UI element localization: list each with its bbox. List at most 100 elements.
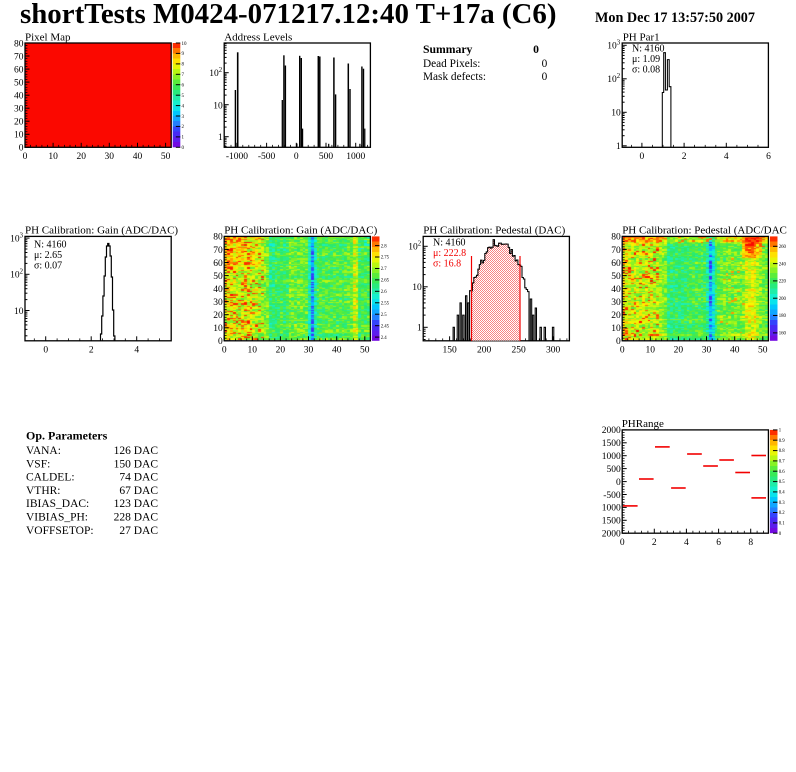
svg-text:PHRange: PHRange xyxy=(622,418,664,430)
svg-text:VSF:: VSF: xyxy=(26,458,50,470)
svg-text:0: 0 xyxy=(533,43,539,56)
svg-text:10: 10 xyxy=(213,101,223,111)
svg-text:30: 30 xyxy=(105,152,115,162)
svg-text:2: 2 xyxy=(652,538,657,548)
svg-text:N: 4160: N: 4160 xyxy=(433,238,466,249)
svg-text:Dead Pixels:: Dead Pixels: xyxy=(423,58,480,70)
svg-text:30: 30 xyxy=(611,298,621,308)
svg-text:30: 30 xyxy=(702,345,712,355)
svg-text:4: 4 xyxy=(182,104,185,109)
svg-text:2.65: 2.65 xyxy=(381,279,390,284)
svg-text:102: 102 xyxy=(10,269,24,281)
svg-text:200: 200 xyxy=(779,297,787,302)
svg-text:20: 20 xyxy=(14,118,24,128)
svg-text:0.7: 0.7 xyxy=(779,460,786,465)
svg-text:0: 0 xyxy=(616,478,621,488)
svg-text:70: 70 xyxy=(14,52,24,62)
svg-text:40: 40 xyxy=(14,92,24,102)
svg-text:7: 7 xyxy=(182,73,185,78)
svg-text:180: 180 xyxy=(779,314,787,319)
svg-text:50: 50 xyxy=(14,78,24,88)
svg-text:4: 4 xyxy=(134,345,139,355)
svg-text:2.55: 2.55 xyxy=(381,302,390,307)
svg-text:50: 50 xyxy=(213,272,223,282)
svg-text:1: 1 xyxy=(616,142,621,152)
svg-text:0: 0 xyxy=(779,532,782,537)
svg-text:10: 10 xyxy=(611,109,621,119)
svg-text:10: 10 xyxy=(611,324,621,334)
svg-text:70: 70 xyxy=(611,246,621,256)
svg-text:0.9: 0.9 xyxy=(779,439,786,444)
svg-text:2.5: 2.5 xyxy=(381,313,388,318)
svg-text:0: 0 xyxy=(620,345,625,355)
svg-text:N: 4160: N: 4160 xyxy=(34,240,67,251)
svg-text:20: 20 xyxy=(76,152,86,162)
svg-text:240: 240 xyxy=(779,262,787,267)
svg-text:0: 0 xyxy=(19,144,24,154)
svg-text:0.2: 0.2 xyxy=(779,511,786,516)
svg-text:40: 40 xyxy=(611,285,621,295)
svg-text:0: 0 xyxy=(294,152,299,162)
svg-text:μ: 2.65: μ: 2.65 xyxy=(34,250,62,261)
svg-text:5: 5 xyxy=(182,94,185,99)
svg-text:50: 50 xyxy=(161,152,171,162)
svg-text:20: 20 xyxy=(611,311,621,321)
svg-text:0.5: 0.5 xyxy=(779,480,786,485)
svg-text:shortTests M0424-071217.12:40: shortTests M0424-071217.12:40 T+17a (C6) xyxy=(20,0,556,30)
svg-text:40: 40 xyxy=(730,345,740,355)
svg-text:VOFFSETOP:: VOFFSETOP: xyxy=(26,525,94,537)
svg-text:0: 0 xyxy=(542,58,548,70)
svg-text:10: 10 xyxy=(213,324,223,334)
svg-text:67 DAC: 67 DAC xyxy=(119,485,158,497)
svg-text:2.8: 2.8 xyxy=(381,244,388,249)
svg-text:1: 1 xyxy=(182,136,185,141)
svg-text:Pixel Map: Pixel Map xyxy=(25,31,71,43)
svg-text:70: 70 xyxy=(213,246,223,256)
svg-text:Mon Dec 17 13:57:50 2007: Mon Dec 17 13:57:50 2007 xyxy=(595,10,755,26)
svg-text:-500: -500 xyxy=(258,152,276,162)
svg-text:10: 10 xyxy=(646,345,656,355)
svg-text:80: 80 xyxy=(14,39,24,49)
svg-text:μ: 222.8: μ: 222.8 xyxy=(433,248,466,259)
svg-text:IBIAS_DAC:: IBIAS_DAC: xyxy=(26,498,89,510)
svg-text:4: 4 xyxy=(724,152,729,162)
svg-text:VANA:: VANA: xyxy=(26,445,61,457)
svg-text:2: 2 xyxy=(182,125,185,130)
svg-text:0.8: 0.8 xyxy=(779,449,786,454)
svg-text:N: 4160: N: 4160 xyxy=(632,44,665,55)
svg-text:0.6: 0.6 xyxy=(779,470,786,475)
svg-text:σ: 0.08: σ: 0.08 xyxy=(632,65,660,76)
svg-text:160: 160 xyxy=(779,332,787,337)
svg-text:4: 4 xyxy=(684,538,689,548)
svg-text:0: 0 xyxy=(182,146,185,151)
svg-text:80: 80 xyxy=(213,233,223,243)
svg-text:0: 0 xyxy=(640,152,645,162)
svg-text:0: 0 xyxy=(23,152,28,162)
svg-text:9: 9 xyxy=(182,52,185,57)
svg-text:30: 30 xyxy=(213,298,223,308)
svg-text:1000: 1000 xyxy=(602,452,621,462)
svg-text:50: 50 xyxy=(360,345,370,355)
svg-text:PH Par1: PH Par1 xyxy=(623,31,660,43)
svg-text:6: 6 xyxy=(766,152,771,162)
svg-text:1: 1 xyxy=(779,429,782,434)
svg-text:0: 0 xyxy=(218,337,223,347)
svg-text:2.6: 2.6 xyxy=(381,290,388,295)
svg-text:228 DAC: 228 DAC xyxy=(114,512,159,524)
svg-text:Op. Parameters: Op. Parameters xyxy=(26,429,108,443)
svg-text:2.7: 2.7 xyxy=(381,267,388,272)
svg-text:103: 103 xyxy=(10,232,24,244)
svg-text:40: 40 xyxy=(213,285,223,295)
svg-text:1000: 1000 xyxy=(346,152,365,162)
svg-text:500: 500 xyxy=(606,465,621,475)
svg-text:0: 0 xyxy=(222,345,227,355)
svg-text:-1000: -1000 xyxy=(226,152,248,162)
svg-text:1: 1 xyxy=(218,133,223,143)
svg-text:102: 102 xyxy=(209,67,223,79)
svg-text:2.45: 2.45 xyxy=(381,324,390,329)
svg-text:PH Calibration: Gain (ADC/DAC): PH Calibration: Gain (ADC/DAC) xyxy=(25,225,178,237)
svg-text:CALDEL:: CALDEL: xyxy=(26,472,75,484)
svg-text:50: 50 xyxy=(611,272,621,282)
svg-text:500: 500 xyxy=(319,152,334,162)
svg-text:PH Calibration: Pedestal (DAC): PH Calibration: Pedestal (DAC) xyxy=(423,225,565,237)
